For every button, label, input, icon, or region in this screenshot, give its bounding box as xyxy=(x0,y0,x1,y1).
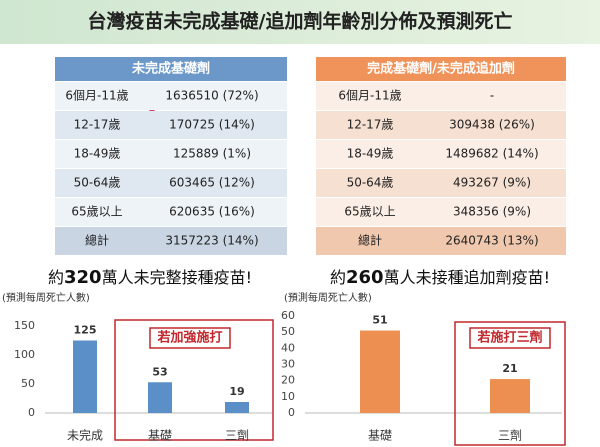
caption-part: 萬人未接種追加劑疫苗! xyxy=(384,268,550,287)
table-cell: 348356 (9%) xyxy=(453,205,531,219)
caption: 約320萬人未完整接種疫苗! xyxy=(48,267,252,288)
table-header: 未完成基礎劑 xyxy=(131,61,210,77)
y-axis-label: (預測每周死亡人數) xyxy=(284,291,372,304)
table-row-bg xyxy=(55,227,287,255)
annotation-box xyxy=(454,321,566,446)
annotation: 若加強施打 xyxy=(156,330,222,346)
bar xyxy=(490,379,530,413)
y-tick-label: 0 xyxy=(28,406,35,419)
y-tick-label: 100 xyxy=(14,348,35,361)
table-row-bg xyxy=(55,169,287,197)
annotation-tag-bg xyxy=(469,327,551,349)
bar xyxy=(73,340,97,413)
value-label: 51 xyxy=(372,314,387,327)
table-cell: 1636510 (72%) xyxy=(165,89,258,103)
title-band xyxy=(0,0,600,44)
table-row-bg xyxy=(316,227,566,255)
table-cell: 65歲以上 xyxy=(71,205,122,219)
y-axis-label: (預測每周死亡人數) xyxy=(2,291,90,304)
table-cell: 12-17歲 xyxy=(347,118,394,132)
y-tick-label: 30 xyxy=(281,358,295,371)
table-row-bg xyxy=(55,198,287,226)
table-row-bg xyxy=(316,140,566,168)
table-cell: 1489682 (14%) xyxy=(445,147,538,161)
table-row-bg xyxy=(316,82,566,110)
caption: 約260萬人未接種追加劑疫苗! xyxy=(330,267,550,288)
table-header-bg xyxy=(55,57,287,81)
table-cell: 50-64歲 xyxy=(74,176,121,190)
bar xyxy=(360,330,400,413)
y-tick-label: 150 xyxy=(14,319,35,332)
y-tick-label: 20 xyxy=(281,374,295,387)
table-cell: 18-49歲 xyxy=(347,147,394,161)
caption-part: 260 xyxy=(346,267,384,288)
x-tick-label: 基礎 xyxy=(148,429,172,443)
caption-part: 320 xyxy=(64,267,102,288)
table-header: 完成基礎劑/未完成追加劑 xyxy=(367,61,515,77)
table-row-bg xyxy=(55,111,287,139)
table-row-bg xyxy=(316,169,566,197)
table-cell: 12-17歲 xyxy=(74,118,121,132)
table-cell: 65歲以上 xyxy=(344,205,395,219)
value-label: 21 xyxy=(502,362,517,375)
bar xyxy=(148,382,172,413)
bar xyxy=(225,401,249,413)
annotation-box xyxy=(114,319,274,441)
table-cell: 3157223 (14%) xyxy=(165,234,258,248)
table-cell: 50-64歲 xyxy=(347,176,394,190)
table-cell: 2640743 (13%) xyxy=(445,234,538,248)
table-cell: 18-49歲 xyxy=(74,147,121,161)
y-tick-label: 60 xyxy=(281,309,295,322)
table-cell: 620635 (16%) xyxy=(169,205,255,219)
title: 台灣疫苗未完成基礎/追加劑年齡別分佈及預測死亡 xyxy=(88,10,513,33)
caption-part: 約 xyxy=(48,268,64,287)
annotation-tag-bg xyxy=(149,327,231,349)
caption-part: 萬人未完整接種疫苗! xyxy=(102,268,252,287)
table-cell: 309438 (26%) xyxy=(449,118,535,132)
caption-part: 約 xyxy=(330,268,346,287)
value-label: 125 xyxy=(74,324,97,337)
table-cell: 170725 (14%) xyxy=(169,118,255,132)
table-cell: 6個月-11歲 xyxy=(65,89,128,103)
table-row-bg xyxy=(316,111,566,139)
x-tick-label: 未完成 xyxy=(67,428,103,443)
table-cell: 6個月-11歲 xyxy=(338,89,401,103)
table-cell: - xyxy=(490,89,494,103)
y-tick-label: 40 xyxy=(281,341,295,354)
x-tick-label: 基礎 xyxy=(368,429,392,443)
table-cell: 總計 xyxy=(358,233,382,248)
y-tick-label: 10 xyxy=(281,390,295,403)
table-cell: 總計 xyxy=(85,233,109,248)
x-tick-label: 三劑 xyxy=(225,428,249,443)
y-tick-label: 0 xyxy=(288,406,295,419)
y-tick-label: 50 xyxy=(281,325,295,338)
table-row-bg xyxy=(55,140,287,168)
annotation: 若施打三劑 xyxy=(476,330,542,346)
table-cell: 493267 (9%) xyxy=(453,176,531,190)
y-tick-label: 50 xyxy=(21,377,35,390)
table-row-bg xyxy=(55,82,287,110)
table-cell: 603465 (12%) xyxy=(169,176,255,190)
table-header-bg xyxy=(316,57,566,81)
value-label: 19 xyxy=(229,385,244,398)
table-cell: 125889 (1%) xyxy=(173,147,251,161)
value-label: 53 xyxy=(152,365,167,378)
table-row-bg xyxy=(316,198,566,226)
x-tick-label: 三劑 xyxy=(498,428,522,443)
